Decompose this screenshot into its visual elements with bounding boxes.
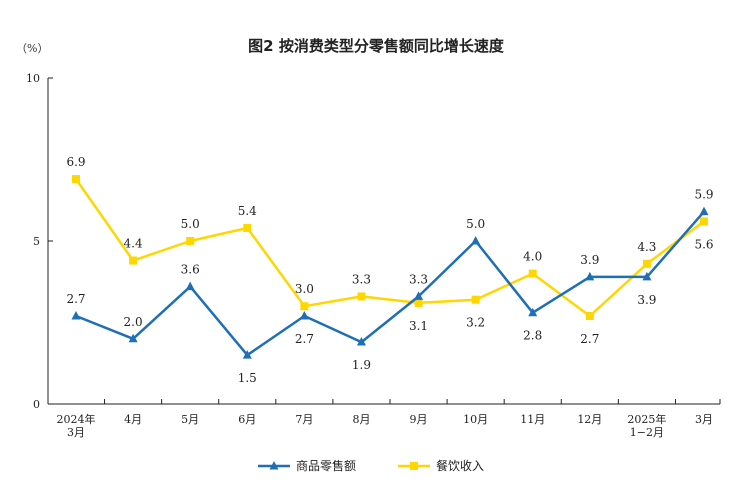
data-point	[299, 310, 309, 320]
data-label: 3.3	[352, 272, 371, 286]
data-label: 3.9	[637, 293, 656, 307]
data-label: 3.3	[409, 272, 428, 286]
data-point	[585, 271, 595, 281]
data-label: 3.0	[295, 282, 314, 296]
legend-label: 商品零售额	[296, 458, 356, 473]
y-axis-ticks: 0 5 10	[26, 72, 53, 411]
data-point	[585, 311, 594, 320]
y-tick-label: 0	[33, 398, 40, 411]
x-tick-label: 3月	[695, 413, 713, 426]
data-label: 3.6	[181, 263, 200, 277]
legend-label: 餐饮收入	[436, 458, 484, 473]
data-label: 5.0	[181, 217, 200, 231]
data-point	[414, 298, 423, 307]
data-point	[700, 217, 708, 226]
data-label: 5.0	[466, 217, 485, 231]
data-label: 3.9	[580, 253, 599, 267]
data-point	[642, 271, 652, 281]
data-label: 2.7	[295, 332, 314, 346]
y-axis-unit: （%）	[16, 42, 48, 55]
data-label: 4.0	[523, 250, 542, 264]
x-tick-label: 11月	[520, 413, 545, 426]
data-point	[528, 269, 537, 278]
data-point	[357, 292, 366, 301]
data-point	[128, 333, 138, 343]
data-label: 3.2	[466, 316, 485, 330]
data-point	[243, 223, 252, 232]
series-line-0	[75, 210, 705, 357]
data-point	[471, 236, 481, 245]
x-tick-label: 8月	[352, 413, 370, 426]
data-point	[71, 310, 81, 320]
data-point	[186, 237, 195, 245]
data-labels: 6.9 4.4 5.0 5.4 3.0 3.3 3.1 3.2 4.0 2.7 4.3 5.6 2.7 2…	[66, 155, 713, 385]
x-tick-label: 1−2月	[630, 426, 664, 439]
series-layer	[71, 175, 709, 359]
data-point	[242, 350, 252, 359]
x-tick-label: 4月	[124, 413, 142, 426]
data-label: 2.7	[66, 292, 85, 306]
data-label: 3.1	[409, 319, 428, 333]
data-label: 4.3	[637, 240, 656, 254]
data-point	[699, 206, 709, 216]
y-tick-label: 10	[26, 72, 40, 85]
x-tick-label: 2024年	[57, 412, 96, 426]
data-point	[471, 295, 480, 304]
x-tick-label: 7月	[295, 413, 313, 426]
series-line-1	[74, 178, 705, 318]
data-label: 2.8	[523, 329, 542, 343]
x-tick-label: 9月	[410, 413, 428, 426]
x-tick-label: 5月	[181, 413, 199, 426]
x-tick-label: 12月	[577, 413, 602, 426]
data-label: 1.9	[352, 358, 371, 372]
data-point	[414, 291, 424, 300]
x-tick-label: 10月	[463, 413, 488, 426]
data-point	[72, 175, 80, 184]
x-tick-label: 3月	[67, 426, 85, 439]
data-point	[528, 307, 538, 317]
legend-marker	[410, 462, 418, 470]
data-label: 5.9	[694, 188, 713, 202]
data-label: 2.0	[124, 315, 143, 329]
x-tick-label: 2025年	[627, 412, 666, 426]
chart-title: 图2 按消费类型分零售额同比增长速度	[248, 37, 505, 55]
data-point	[129, 256, 138, 265]
data-point	[185, 281, 195, 291]
legend: 商品零售额 餐饮收入	[258, 458, 484, 473]
data-label: 6.9	[66, 155, 85, 169]
data-point	[300, 302, 309, 311]
x-tick-label: 6月	[238, 413, 256, 426]
data-label: 1.5	[238, 371, 257, 385]
data-label: 4.4	[124, 237, 143, 251]
data-label: 5.6	[694, 237, 713, 251]
legend-marker	[269, 461, 279, 470]
data-point	[356, 337, 366, 346]
data-point	[642, 259, 651, 268]
data-label: 2.7	[580, 332, 599, 346]
y-tick-label: 5	[33, 235, 40, 248]
data-label: 5.4	[238, 204, 257, 218]
